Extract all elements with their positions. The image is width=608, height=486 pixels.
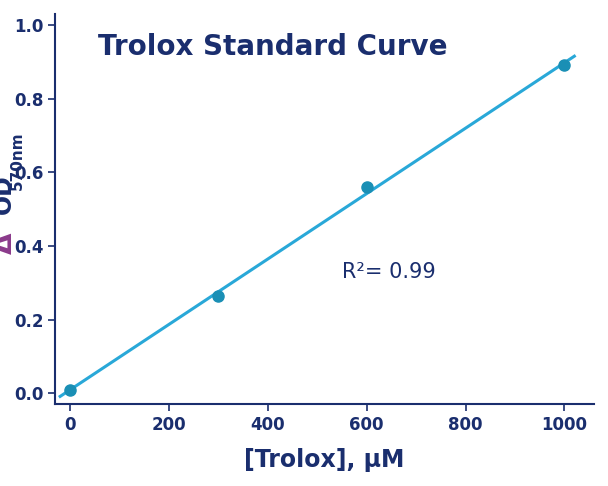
Text: OD: OD: [0, 174, 16, 214]
Text: R²= 0.99: R²= 0.99: [342, 262, 436, 282]
Point: [213, 292, 223, 300]
Text: Trolox Standard Curve: Trolox Standard Curve: [98, 34, 448, 61]
Text: Δ: Δ: [0, 232, 18, 254]
X-axis label: [Trolox], μM: [Trolox], μM: [244, 448, 405, 472]
Point: [65, 386, 75, 394]
Text: 570nm: 570nm: [9, 131, 24, 190]
Point: [362, 183, 371, 191]
Point: [559, 62, 569, 69]
